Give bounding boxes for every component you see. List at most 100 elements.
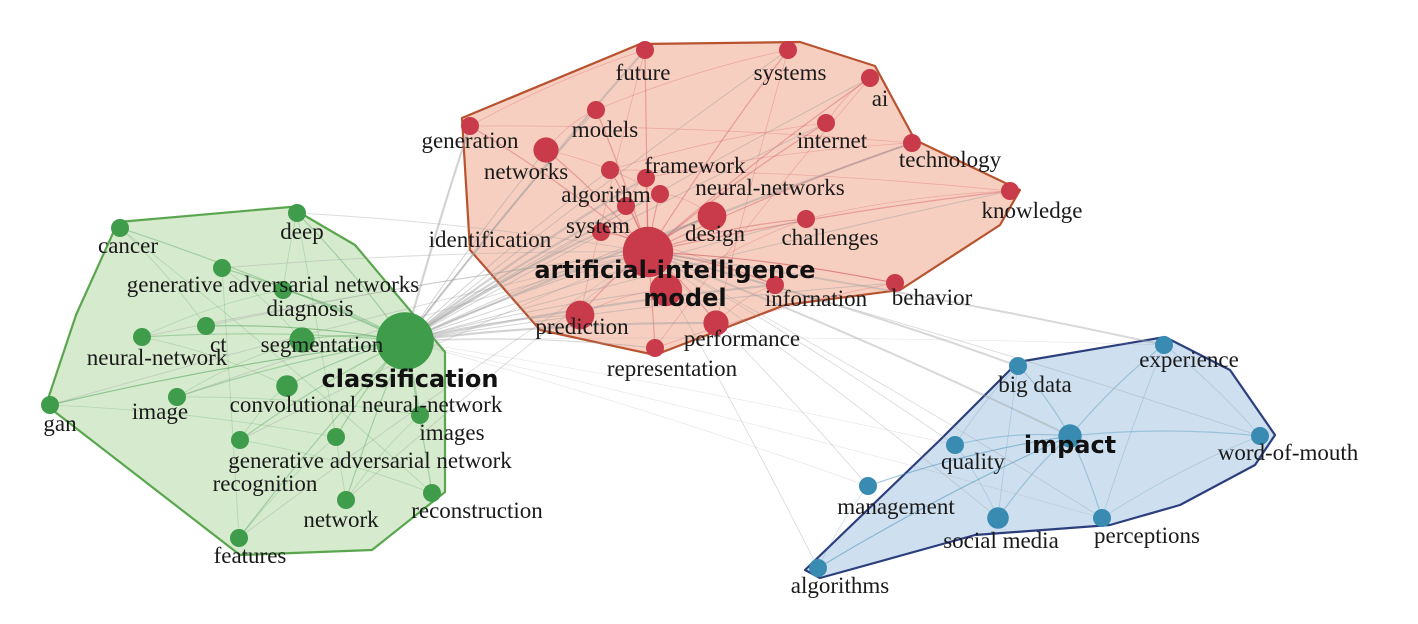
label-generative-adversarial-networks: generative adversarial networks — [127, 272, 420, 297]
label-generative-adversarial-network: generative adversarial network — [228, 448, 512, 473]
label-algorithm: algorithm — [561, 182, 651, 207]
edge-blue — [954, 433, 1071, 446]
node-images — [411, 406, 429, 424]
node-recognition — [327, 428, 345, 446]
label-classification: classification — [322, 365, 499, 393]
edge-green — [141, 333, 406, 342]
node-prediction — [565, 300, 595, 330]
node-convolutional-neural-network — [276, 375, 298, 397]
node-representation — [646, 339, 664, 357]
label-infornation: infornation — [765, 286, 868, 311]
edge-cross — [404, 169, 611, 342]
label-challenges: challenges — [781, 225, 878, 250]
edge-cross — [647, 251, 1261, 437]
cluster-hulls — [44, 40, 1277, 580]
edge-cross — [404, 340, 869, 487]
node-features — [230, 529, 248, 547]
edge-green — [141, 336, 288, 387]
edge-cross — [404, 122, 827, 342]
edge-red — [647, 142, 913, 253]
edge-cross — [404, 337, 1165, 346]
label-deep: deep — [280, 219, 323, 244]
label-image: image — [132, 399, 188, 424]
node-ai — [861, 69, 879, 87]
node-models — [587, 101, 605, 119]
edge-cross — [404, 340, 1103, 519]
edge-green — [221, 267, 303, 341]
node-challenges — [797, 210, 815, 228]
edge-red — [600, 231, 776, 286]
node-big-data — [1009, 357, 1027, 375]
label-social-media: social media — [943, 528, 1059, 553]
edge-cross — [404, 338, 656, 349]
edge-blue — [1101, 344, 1165, 519]
label-network: network — [303, 507, 379, 532]
node-systems — [779, 41, 797, 59]
label-ct: ct — [210, 332, 227, 357]
label-neural-network: neural-network — [87, 345, 228, 370]
label-diagnosis: diagnosis — [267, 296, 354, 321]
edge-green — [221, 267, 240, 539]
edge-cross — [345, 251, 649, 501]
edge-red — [647, 122, 827, 253]
edge-cross — [238, 251, 649, 539]
node-algorithm — [651, 185, 669, 203]
edge-cross — [647, 251, 999, 519]
label-identification: identification — [429, 227, 552, 252]
node-performance — [703, 310, 729, 336]
node-quality — [946, 436, 964, 454]
node-ct — [197, 317, 215, 335]
edge-red — [715, 49, 789, 324]
edge-blue — [997, 365, 1019, 519]
label-algorithms: algorithms — [791, 573, 889, 598]
edge-cross — [404, 205, 627, 342]
label-images: images — [419, 420, 484, 445]
edge-cross — [404, 77, 871, 342]
edge-cross — [404, 218, 807, 342]
node-gan — [41, 396, 59, 414]
edge-green — [49, 404, 337, 438]
keyword-nodes — [41, 41, 1269, 577]
node-generation — [461, 117, 479, 135]
label-models: models — [572, 117, 638, 142]
edge-cross — [404, 282, 896, 342]
edge-green — [119, 227, 207, 327]
edge-green — [238, 340, 406, 539]
node-neural-network — [133, 328, 151, 346]
label-performance: performance — [684, 326, 800, 351]
label-perceptions: perceptions — [1094, 523, 1200, 548]
label-management: management — [837, 494, 955, 519]
label-ai: ai — [872, 86, 889, 111]
node-perceptions — [1093, 509, 1111, 527]
cluster-hull-blue — [803, 335, 1277, 580]
edge-cross — [404, 149, 547, 342]
edge-blue — [1069, 344, 1165, 437]
edge-cross — [404, 215, 713, 342]
edge-cross — [404, 251, 649, 342]
node-design — [697, 201, 727, 231]
edge-red — [654, 282, 896, 349]
node-cancer — [111, 219, 129, 237]
edge-green — [296, 212, 347, 501]
edge-blue — [1069, 430, 1261, 437]
edge-green — [119, 227, 406, 342]
node-networks — [533, 137, 559, 163]
label-generation: generation — [421, 128, 519, 153]
label-internet: internet — [797, 128, 868, 153]
edge-cross — [404, 49, 789, 342]
edge-cross — [404, 190, 1011, 342]
label-convolutional-neural-network: convolutional neural-network — [230, 392, 503, 417]
edge-red — [609, 169, 1011, 192]
edge-cross — [404, 340, 956, 446]
label-reconstruction: reconstruction — [411, 498, 543, 523]
edge-green — [239, 439, 433, 494]
label-knowledge: knowledge — [982, 198, 1083, 223]
edge-blue — [817, 435, 1071, 569]
edge-red — [647, 251, 896, 284]
node-generative-adversarial-network — [231, 431, 249, 449]
label-gan: gan — [43, 411, 77, 436]
label-behavior: behavior — [892, 285, 973, 310]
node-word-of-mouth — [1251, 427, 1269, 445]
edge-cross — [404, 289, 667, 342]
edge-red — [665, 218, 807, 291]
